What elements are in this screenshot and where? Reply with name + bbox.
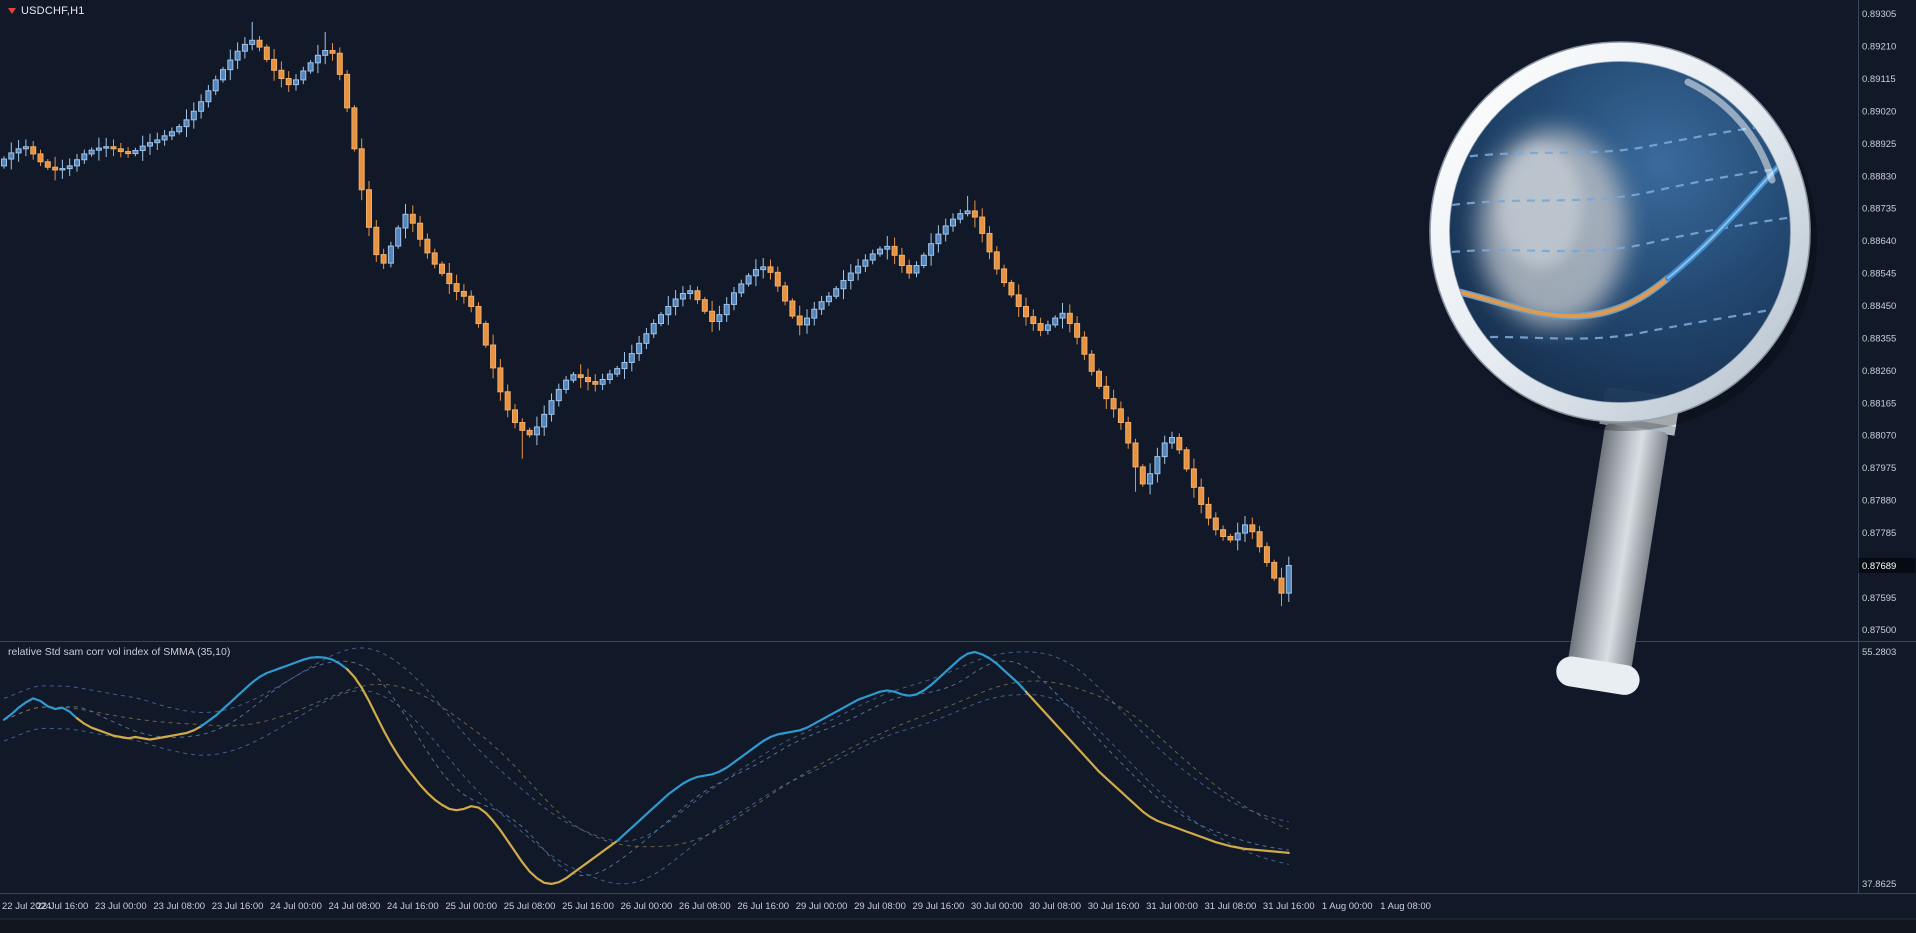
- svg-text:0.88925: 0.88925: [1862, 139, 1896, 150]
- svg-text:0.89305: 0.89305: [1862, 9, 1896, 20]
- svg-text:0.88260: 0.88260: [1862, 366, 1896, 377]
- svg-text:22 Jul 2024: 22 Jul 2024: [2, 901, 51, 912]
- svg-text:31 Jul 00:00: 31 Jul 00:00: [1146, 901, 1198, 912]
- svg-text:0.88640: 0.88640: [1862, 236, 1896, 247]
- svg-text:25 Jul 16:00: 25 Jul 16:00: [562, 901, 614, 912]
- svg-text:26 Jul 08:00: 26 Jul 08:00: [679, 901, 731, 912]
- svg-text:23 Jul 08:00: 23 Jul 08:00: [153, 901, 205, 912]
- svg-text:29 Jul 16:00: 29 Jul 16:00: [913, 901, 965, 912]
- svg-text:24 Jul 08:00: 24 Jul 08:00: [329, 901, 381, 912]
- svg-text:29 Jul 00:00: 29 Jul 00:00: [796, 901, 848, 912]
- svg-text:31 Jul 08:00: 31 Jul 08:00: [1205, 901, 1257, 912]
- svg-text:30 Jul 16:00: 30 Jul 16:00: [1088, 901, 1140, 912]
- svg-text:0.88355: 0.88355: [1862, 333, 1896, 344]
- magnifier-handle: [1556, 387, 1680, 695]
- svg-text:23 Jul 00:00: 23 Jul 00:00: [95, 901, 147, 912]
- indicator-bands: [3, 647, 1289, 885]
- price-axis[interactable]: 0.89305 0.89210 0.89115 0.89020 0.88925 0.888…: [1862, 9, 1896, 636]
- svg-text:30 Jul 08:00: 30 Jul 08:00: [1029, 901, 1081, 912]
- svg-text:0.88545: 0.88545: [1862, 269, 1896, 280]
- svg-text:22 Jul 16:00: 22 Jul 16:00: [37, 901, 89, 912]
- svg-text:0.88735: 0.88735: [1862, 204, 1896, 215]
- svg-text:0.88450: 0.88450: [1862, 301, 1896, 312]
- magnifier-overlay: [1429, 41, 1817, 695]
- svg-text:55.2803: 55.2803: [1862, 647, 1896, 658]
- svg-text:0.88830: 0.88830: [1862, 171, 1896, 182]
- indicator-line: [2, 650, 1290, 885]
- svg-text:31 Jul 16:00: 31 Jul 16:00: [1263, 901, 1315, 912]
- svg-text:24 Jul 16:00: 24 Jul 16:00: [387, 901, 439, 912]
- svg-text:0.88070: 0.88070: [1862, 431, 1896, 442]
- svg-text:0.87689: 0.87689: [1862, 561, 1896, 572]
- svg-text:37.8625: 37.8625: [1862, 879, 1896, 890]
- symbol-timeframe-text: USDCHF,H1: [21, 5, 85, 17]
- svg-text:26 Jul 16:00: 26 Jul 16:00: [737, 901, 789, 912]
- candlestick-series[interactable]: [1, 21, 1292, 607]
- svg-text:0.87880: 0.87880: [1862, 496, 1896, 507]
- svg-text:0.89115: 0.89115: [1862, 74, 1896, 85]
- svg-text:0.87500: 0.87500: [1862, 625, 1896, 636]
- svg-text:30 Jul 00:00: 30 Jul 00:00: [971, 901, 1023, 912]
- symbol-marker-icon: [8, 8, 16, 14]
- svg-text:0.87975: 0.87975: [1862, 463, 1896, 474]
- indicator-axis[interactable]: 55.2803 37.8625: [1862, 647, 1896, 890]
- svg-text:29 Jul 08:00: 29 Jul 08:00: [854, 901, 906, 912]
- symbol-timeframe-label: USDCHF,H1: [8, 5, 85, 17]
- indicator-label: relative Std sam corr vol index of SMMA …: [8, 646, 231, 658]
- svg-text:1 Aug 00:00: 1 Aug 00:00: [1322, 901, 1373, 912]
- svg-text:1 Aug 08:00: 1 Aug 08:00: [1380, 901, 1431, 912]
- svg-text:0.88165: 0.88165: [1862, 398, 1896, 409]
- svg-text:25 Jul 08:00: 25 Jul 08:00: [504, 901, 556, 912]
- lens-highlight: [1684, 78, 1776, 184]
- svg-text:25 Jul 00:00: 25 Jul 00:00: [445, 901, 497, 912]
- current-price-badge: 0.87689: [1858, 557, 1916, 573]
- lens-content: [1450, 78, 1790, 340]
- svg-text:24 Jul 00:00: 24 Jul 00:00: [270, 901, 322, 912]
- svg-text:0.87595: 0.87595: [1862, 593, 1896, 604]
- lens-signal-line: [1450, 133, 1790, 320]
- svg-text:23 Jul 16:00: 23 Jul 16:00: [212, 901, 264, 912]
- magnifier-rim: [1430, 42, 1810, 422]
- svg-text:0.89210: 0.89210: [1862, 42, 1896, 53]
- bottom-scrollbar[interactable]: [0, 919, 1916, 933]
- svg-text:26 Jul 00:00: 26 Jul 00:00: [621, 901, 673, 912]
- svg-text:0.89020: 0.89020: [1862, 106, 1896, 117]
- svg-text:0.87785: 0.87785: [1862, 528, 1896, 539]
